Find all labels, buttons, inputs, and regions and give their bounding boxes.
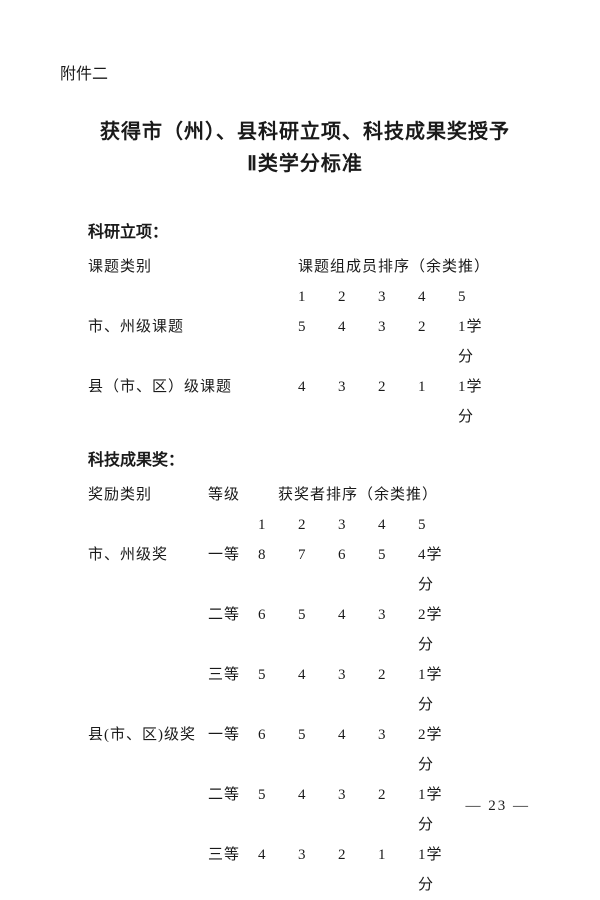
val-cell: 7 [298, 540, 338, 600]
section2-cat-header: 奖励类别 [88, 480, 208, 510]
section2-rank-row: 1 2 3 4 5 [88, 510, 550, 540]
table-row: 县(市、区)级奖一等65432学分 [88, 720, 550, 780]
table-row: 三等54321学分 [88, 660, 550, 720]
val-cell: 5 [298, 600, 338, 660]
val-cell: 5 [378, 540, 418, 600]
val-cell: 4 [338, 720, 378, 780]
table-row: 三等43211学分 [88, 840, 550, 900]
page-number: — 23 — [466, 798, 531, 815]
table-row: 市、州级奖一等87654学分 [88, 540, 550, 600]
val-cell: 4 [258, 840, 298, 900]
section1-rank-row: 1 2 3 4 5 [88, 282, 550, 312]
rank-num: 3 [338, 510, 378, 540]
val-cell: 3 [378, 312, 418, 372]
grade-cell: 三等 [208, 660, 258, 690]
section1-table: 课题类别 课题组成员排序（余类推） 1 2 3 4 5 市、州级课题 5 4 3… [88, 252, 550, 432]
val-cell: 1学分 [418, 840, 458, 900]
val-cell: 4 [298, 372, 338, 432]
rank-num: 1 [298, 282, 338, 312]
val-cell: 1 [378, 840, 418, 900]
section1-header-row: 课题类别 课题组成员排序（余类推） [88, 252, 550, 282]
val-cell: 4 [338, 600, 378, 660]
section2-rank-header: 获奖者排序（余类推） [278, 480, 438, 510]
val-cell: 5 [298, 720, 338, 780]
val-cell: 2学分 [418, 720, 458, 780]
cat-cell: 县（市、区）级课题 [88, 372, 248, 402]
appendix-label: 附件二 [60, 60, 550, 84]
val-cell: 2 [418, 312, 458, 372]
section2-heading: 科技成果奖： [88, 446, 550, 470]
cat-cell: 市、州级奖 [88, 540, 208, 570]
rank-num: 2 [338, 282, 378, 312]
val-cell: 3 [338, 372, 378, 432]
table-row: 市、州级课题 5 4 3 2 1学分 [88, 312, 550, 372]
title-line-2: Ⅱ类学分标准 [60, 148, 550, 180]
section1-heading: 科研立项： [88, 218, 550, 242]
rank-num: 5 [458, 282, 498, 312]
page-title: 获得市（州）、县科研立项、科技成果奖授予 Ⅱ类学分标准 [60, 116, 550, 180]
rank-num: 1 [258, 510, 298, 540]
val-cell: 3 [378, 720, 418, 780]
grade-cell: 三等 [208, 840, 258, 870]
val-cell: 1学分 [418, 660, 458, 720]
table-row: 县（市、区）级课题 4 3 2 1 1学分 [88, 372, 550, 432]
val-cell: 2 [338, 840, 378, 900]
val-cell: 1学分 [458, 312, 498, 372]
val-cell: 5 [298, 312, 338, 372]
section1-cat-header: 课题类别 [88, 252, 248, 282]
val-cell: 6 [258, 600, 298, 660]
rank-num: 3 [378, 282, 418, 312]
val-cell: 5 [258, 780, 298, 840]
val-cell: 2 [378, 660, 418, 720]
val-cell: 3 [338, 660, 378, 720]
grade-cell: 二等 [208, 780, 258, 810]
rank-num: 4 [418, 282, 458, 312]
cat-cell: 市、州级课题 [88, 312, 248, 342]
rank-num: 5 [418, 510, 458, 540]
grade-cell: 一等 [208, 720, 258, 750]
val-cell: 8 [258, 540, 298, 600]
val-cell: 2 [378, 372, 418, 432]
val-cell: 4 [298, 660, 338, 720]
val-cell: 2 [378, 780, 418, 840]
rank-num: 2 [298, 510, 338, 540]
val-cell: 1 [418, 372, 458, 432]
val-cell: 1学分 [458, 372, 498, 432]
section2-table: 奖励类别 等级 获奖者排序（余类推） 1 2 3 4 5 市、州级奖一等8765… [88, 480, 550, 900]
val-cell: 1学分 [418, 780, 458, 840]
val-cell: 6 [338, 540, 378, 600]
val-cell: 6 [258, 720, 298, 780]
val-cell: 3 [338, 780, 378, 840]
cat-cell: 县(市、区)级奖 [88, 720, 208, 750]
val-cell: 3 [378, 600, 418, 660]
val-cell: 2学分 [418, 600, 458, 660]
title-line-1: 获得市（州）、县科研立项、科技成果奖授予 [60, 116, 550, 148]
grade-cell: 二等 [208, 600, 258, 630]
section1-rank-header: 课题组成员排序（余类推） [298, 252, 490, 282]
table-row: 二等65432学分 [88, 600, 550, 660]
val-cell: 4 [338, 312, 378, 372]
section2-header-row: 奖励类别 等级 获奖者排序（余类推） [88, 480, 550, 510]
val-cell: 4 [298, 780, 338, 840]
grade-cell: 一等 [208, 540, 258, 570]
val-cell: 3 [298, 840, 338, 900]
rank-num: 4 [378, 510, 418, 540]
val-cell: 5 [258, 660, 298, 720]
section2-grade-header: 等级 [208, 480, 258, 510]
val-cell: 4学分 [418, 540, 458, 600]
